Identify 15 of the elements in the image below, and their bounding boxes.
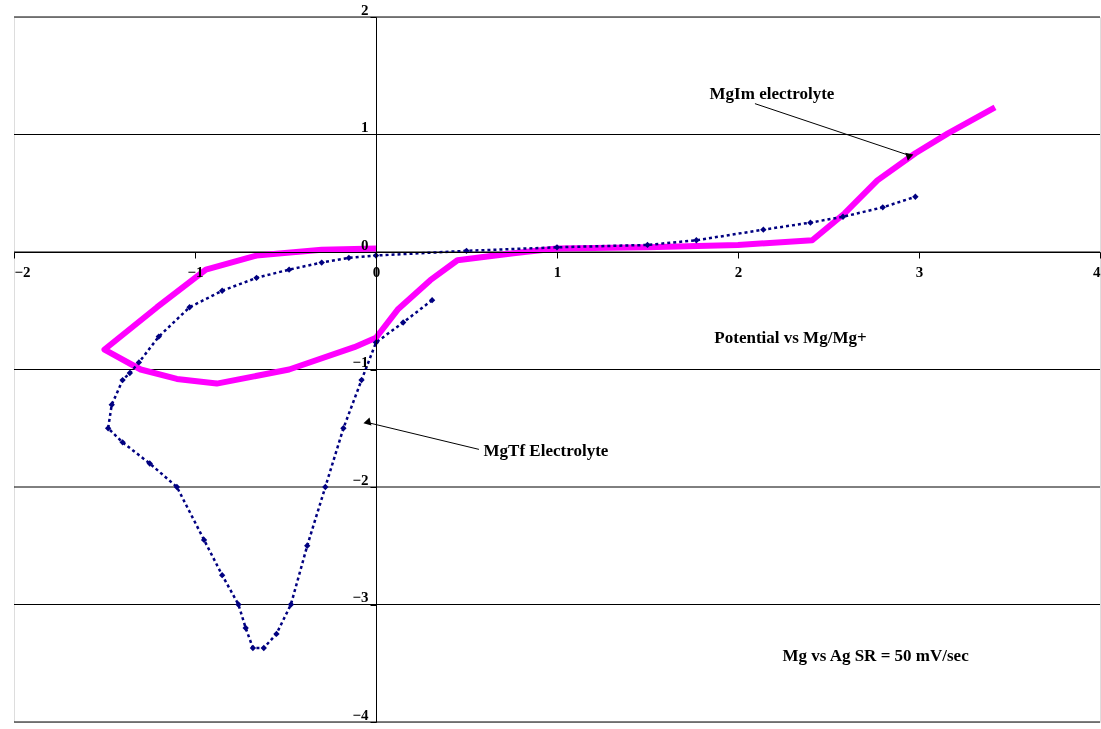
y-tick-label: −2: [352, 471, 369, 488]
annotation: MgTf Electrolyte: [483, 441, 609, 461]
x-tick-label: −2: [14, 263, 31, 280]
x-tick-label: 4: [1093, 263, 1101, 280]
annotation: Mg vs Ag SR = 50 mV/sec: [782, 646, 970, 666]
y-tick-label: 2: [361, 1, 369, 18]
x-tick-label: 3: [915, 263, 924, 280]
x-axis-title: Potential vs Mg/Mg+: [714, 327, 867, 347]
x-tick-label: 1: [553, 263, 562, 280]
y-tick-label: −4: [352, 706, 369, 723]
y-tick-label: 1: [361, 119, 369, 135]
y-tick-label: −3: [352, 589, 369, 605]
annotation: MgIm electrolyte: [709, 83, 835, 103]
y-tick-label: −1: [352, 354, 369, 370]
x-tick-label: 2: [734, 263, 743, 280]
